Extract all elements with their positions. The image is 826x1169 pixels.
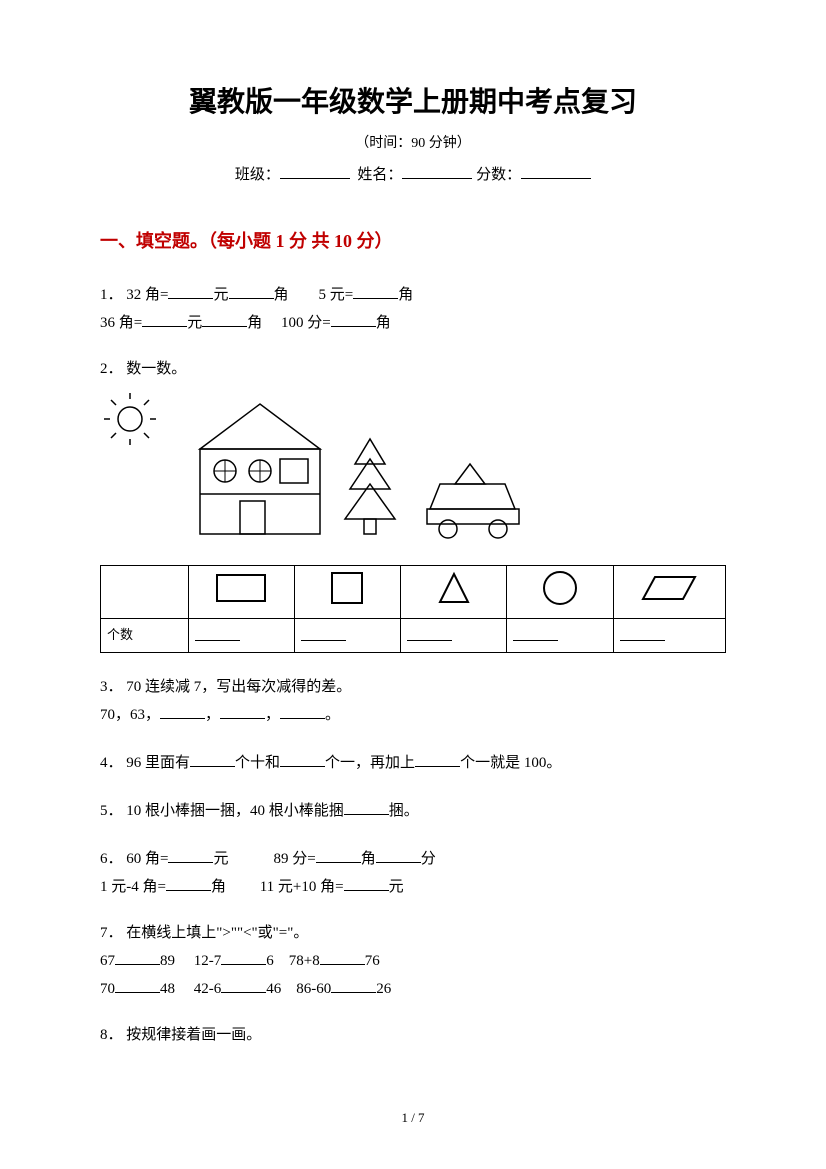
count-blank[interactable] (301, 623, 346, 641)
question-2: 2． 数一数。 (100, 357, 726, 653)
class-blank[interactable] (280, 161, 350, 179)
q3-blank[interactable] (160, 701, 205, 719)
counting-picture (100, 389, 726, 557)
q7-num: 7． (100, 925, 123, 941)
name-blank[interactable] (402, 161, 472, 179)
q6-blank[interactable] (316, 845, 361, 863)
q1-num: 1． (100, 287, 123, 303)
rectangle-icon (216, 574, 266, 602)
question-1: 1． 32 角=元角 5 元=角 36 角=元角 100 分=角 (100, 281, 726, 335)
q1-blank[interactable] (353, 281, 398, 299)
q2-num: 2． (100, 361, 123, 377)
class-label: 班级： (235, 167, 280, 183)
question-6: 6． 60 角=元 89 分=角分 1 元-4 角=角 11 元+10 角=元 (100, 845, 726, 899)
count-label: 个数 (101, 618, 189, 652)
circle-icon (543, 571, 577, 605)
count-blank[interactable] (620, 623, 665, 641)
q7-blank[interactable] (221, 975, 266, 993)
question-7: 7． 在横线上填上">""<"或"="。 6789 12-76 78+876 7… (100, 921, 726, 1001)
q7-blank[interactable] (320, 947, 365, 965)
q6-blank[interactable] (166, 873, 211, 891)
count-blank[interactable] (407, 623, 452, 641)
q7-blank[interactable] (331, 975, 376, 993)
q1-blank[interactable] (229, 281, 274, 299)
q3-num: 3． (100, 679, 123, 695)
q1-blank[interactable] (331, 309, 376, 327)
page-number: 1 / 7 (401, 1108, 424, 1129)
section-1-header: 一、填空题。（每小题 1 分 共 10 分） (100, 227, 726, 256)
q1-blank[interactable] (202, 309, 247, 327)
q6-blank[interactable] (344, 873, 389, 891)
page-subtitle: （时间：90 分钟） (100, 133, 726, 155)
counting-table: 个数 (100, 565, 726, 653)
student-info-line: 班级： 姓名： 分数： (100, 161, 726, 187)
q2-text: 数一数。 (126, 361, 186, 377)
q4-blank[interactable] (280, 749, 325, 767)
question-4: 4． 96 里面有个十和个一，再加上个一就是 100。 (100, 749, 726, 775)
q6-num: 6． (100, 851, 123, 867)
q7-blank[interactable] (115, 975, 160, 993)
q1-text: 32 角= (126, 287, 168, 303)
count-blank[interactable] (513, 623, 558, 641)
q3-text: 70 连续减 7，写出每次减得的差。 (126, 679, 351, 695)
count-blank[interactable] (195, 623, 240, 641)
q4-blank[interactable] (190, 749, 235, 767)
q1-blank[interactable] (142, 309, 187, 327)
name-label: 姓名： (357, 167, 402, 183)
question-5: 5． 10 根小棒捆一捆，40 根小棒能捆捆。 (100, 797, 726, 823)
q4-num: 4． (100, 755, 123, 771)
q7-blank[interactable] (115, 947, 160, 965)
question-3: 3． 70 连续减 7，写出每次减得的差。 70，63，，，。 (100, 675, 726, 727)
page-title: 翼教版一年级数学上册期中考点复习 (100, 80, 726, 125)
score-blank[interactable] (521, 161, 591, 179)
q4-blank[interactable] (415, 749, 460, 767)
q8-text: 按规律接着画一画。 (126, 1027, 261, 1043)
q5-blank[interactable] (344, 797, 389, 815)
question-8: 8． 按规律接着画一画。 (100, 1023, 726, 1047)
q6-blank[interactable] (376, 845, 421, 863)
q3-blank[interactable] (220, 701, 265, 719)
q3-blank[interactable] (280, 701, 325, 719)
q7-text: 在横线上填上">""<"或"="。 (126, 925, 308, 941)
score-label: 分数： (476, 167, 521, 183)
q7-blank[interactable] (221, 947, 266, 965)
q6-blank[interactable] (168, 845, 213, 863)
q5-num: 5． (100, 803, 123, 819)
triangle-icon (436, 570, 472, 606)
q8-num: 8． (100, 1027, 123, 1043)
q1-blank[interactable] (168, 281, 213, 299)
square-icon (331, 572, 363, 604)
parallelogram-icon (639, 571, 699, 605)
